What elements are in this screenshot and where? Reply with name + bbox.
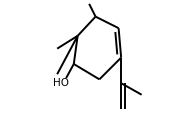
Text: HO: HO <box>53 78 69 88</box>
